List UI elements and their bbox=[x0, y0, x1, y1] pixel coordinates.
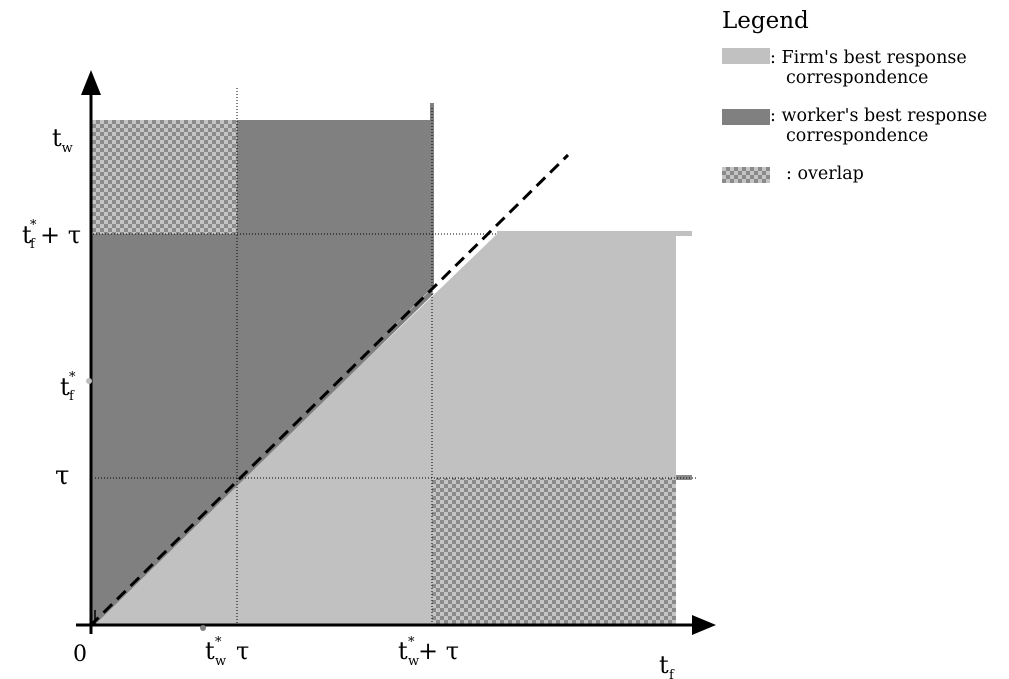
y-tick-tw: tw bbox=[52, 124, 73, 156]
y-axis-arrow-icon bbox=[81, 70, 101, 95]
y-tick-tf-star: t * f bbox=[60, 359, 83, 404]
legend-item-worker: : worker's best response correspondence bbox=[722, 106, 1009, 146]
overlap-region-top bbox=[90, 120, 237, 234]
legend-text-worker: : worker's best response correspondence bbox=[770, 106, 987, 146]
firm-region-top-edge bbox=[497, 231, 692, 236]
legend-text-overlap-line-1: : overlap bbox=[786, 164, 864, 184]
legend-swatch-overlap bbox=[722, 167, 770, 183]
worker-region bbox=[90, 120, 432, 626]
legend-text-worker-line-1: : worker's best response bbox=[770, 106, 988, 126]
y-tick-tf-star-plus-tau: t * f + τ bbox=[22, 207, 81, 254]
x-tick-tw-star-plus-tau: t * w + τ bbox=[398, 624, 459, 671]
legend-text-firm-line-1: : Firm's best response bbox=[770, 48, 967, 68]
x-axis-label: t f bbox=[659, 651, 676, 679]
firm-region bbox=[90, 234, 676, 626]
legend-swatch-firm bbox=[722, 48, 770, 64]
tw-star-marker bbox=[200, 625, 206, 631]
legend-swatch-worker bbox=[722, 109, 770, 125]
overlap-region-bottom bbox=[432, 478, 676, 626]
legend: Legend : Firm's best response correspond… bbox=[722, 8, 1009, 202]
legend-item-firm: : Firm's best response correspondence bbox=[722, 48, 1009, 88]
origin-label: 0 bbox=[73, 642, 87, 667]
y-tick-tau: τ bbox=[55, 461, 69, 491]
legend-item-overlap: : overlap bbox=[722, 164, 1009, 184]
diagonal-dashed-line bbox=[88, 153, 570, 628]
legend-text-firm: : Firm's best response correspondence bbox=[770, 48, 967, 88]
x-axis-arrow-icon bbox=[692, 615, 716, 635]
legend-text-firm-line-2: correspondence bbox=[786, 68, 929, 88]
legend-title: Legend bbox=[722, 8, 809, 34]
legend-text-overlap: : overlap bbox=[770, 164, 864, 184]
x-tick-tw-star-tau: t * w τ bbox=[205, 624, 249, 671]
tf-star-marker bbox=[86, 378, 92, 384]
legend-text-worker-line-2: correspondence bbox=[786, 126, 929, 146]
